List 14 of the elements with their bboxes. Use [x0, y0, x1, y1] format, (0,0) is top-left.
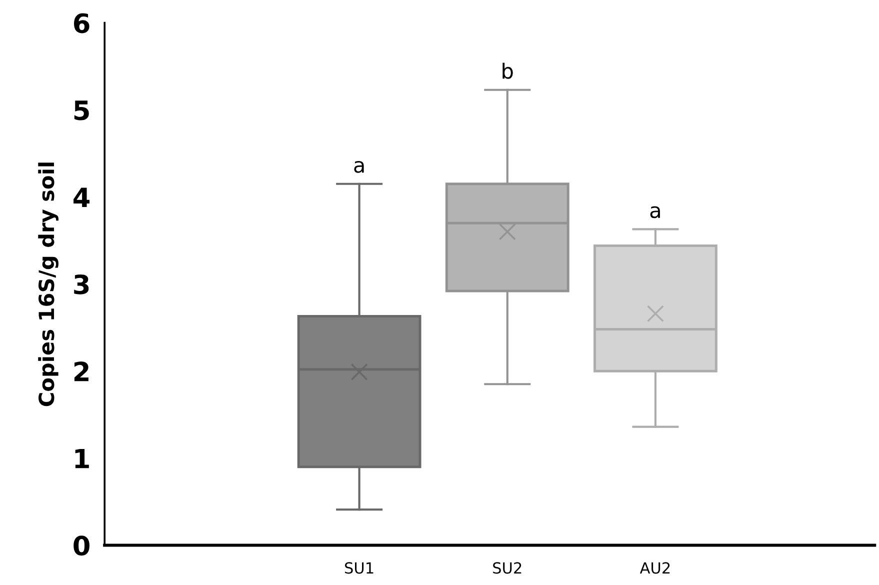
- x-tick-label: SU2: [493, 562, 522, 574]
- y-tick-label: 3: [74, 274, 89, 294]
- y-tick-label: 4: [74, 188, 90, 207]
- annotation: b: [502, 62, 513, 79]
- y-tick-label: 1: [75, 448, 89, 468]
- y-tick-label: 5: [74, 100, 89, 120]
- x-tick-label: SU1: [345, 562, 374, 574]
- y-tick-label: 0: [74, 536, 90, 556]
- annotation: a: [650, 206, 660, 218]
- y-tick-label: 6: [74, 13, 90, 34]
- y-axis-title: Copies 16S/g dry soil: [38, 162, 58, 406]
- y-tick-label: 2: [74, 362, 88, 382]
- x-tick-label: AU2: [640, 562, 670, 574]
- annotation: a: [354, 160, 364, 173]
